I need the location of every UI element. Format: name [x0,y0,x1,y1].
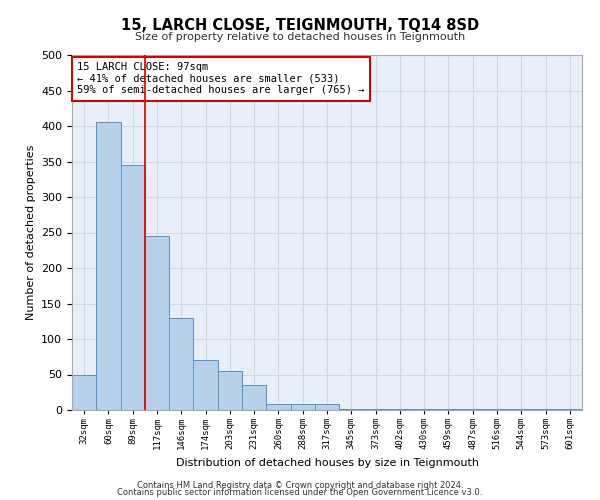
X-axis label: Distribution of detached houses by size in Teignmouth: Distribution of detached houses by size … [176,458,479,468]
Text: Contains HM Land Registry data © Crown copyright and database right 2024.: Contains HM Land Registry data © Crown c… [137,480,463,490]
Bar [121,165,145,410]
Bar [242,385,266,410]
Text: Size of property relative to detached houses in Teignmouth: Size of property relative to detached ho… [135,32,465,42]
Text: Contains public sector information licensed under the Open Government Licence v3: Contains public sector information licen… [118,488,482,497]
Bar [218,371,242,410]
Bar [339,408,364,410]
Bar [72,374,96,410]
Y-axis label: Number of detached properties: Number of detached properties [26,145,35,320]
Bar [96,122,121,410]
Bar [193,360,218,410]
Text: 15, LARCH CLOSE, TEIGNMOUTH, TQ14 8SD: 15, LARCH CLOSE, TEIGNMOUTH, TQ14 8SD [121,18,479,32]
Bar [169,318,193,410]
Bar [266,404,290,410]
Text: 15 LARCH CLOSE: 97sqm
← 41% of detached houses are smaller (533)
59% of semi-det: 15 LARCH CLOSE: 97sqm ← 41% of detached … [77,62,365,96]
Bar [145,236,169,410]
Bar [290,404,315,410]
Bar [315,404,339,410]
